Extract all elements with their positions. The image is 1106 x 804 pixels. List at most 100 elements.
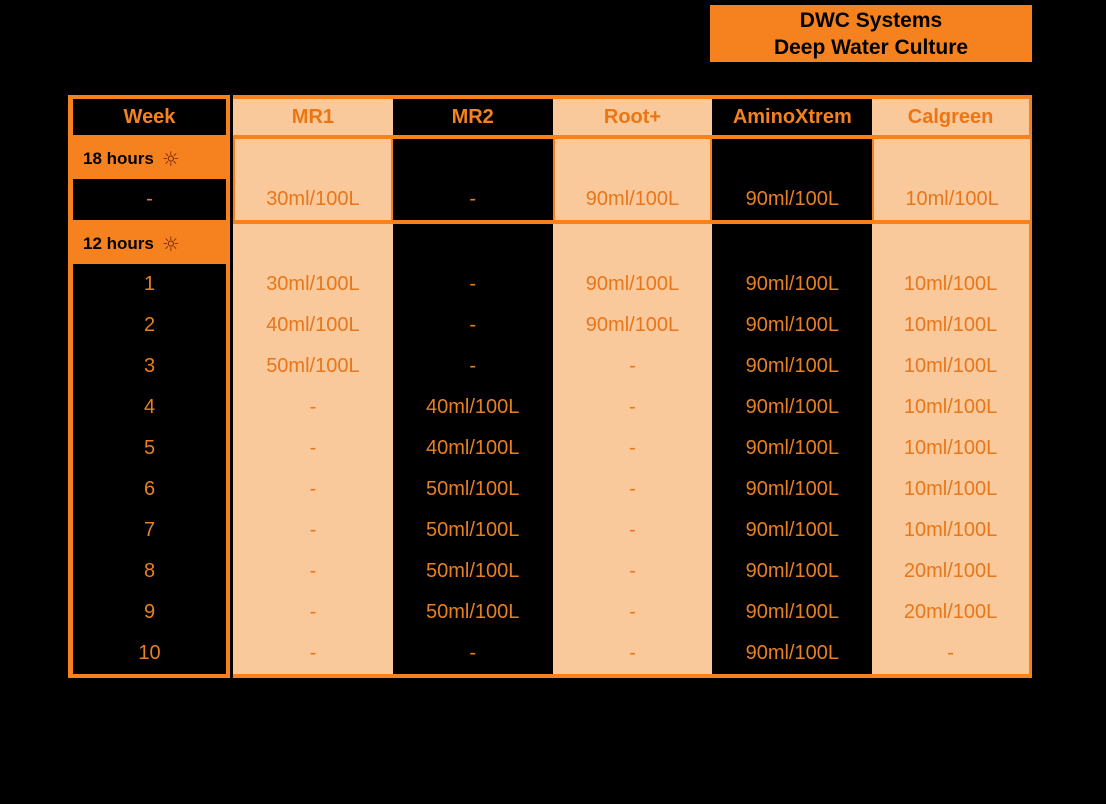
value-cell: - — [233, 469, 393, 510]
section-spacer-cell — [392, 224, 553, 264]
value-cell: 90ml/100L — [712, 551, 873, 592]
sun-icon: ☼ — [161, 232, 180, 256]
value-cell: - — [552, 346, 713, 387]
week-number-cell: 7 — [143, 519, 156, 541]
week-number-cell: 4 — [143, 396, 156, 418]
light-cycle-label-text: 12 hours — [83, 234, 154, 253]
light-cycle-label: 18 hours ☼ — [73, 139, 226, 179]
column-header-calgreen: Calgreen — [872, 99, 1032, 135]
title-box: DWC Systems Deep Water Culture — [710, 5, 1032, 62]
value-cell: 10ml/100L — [872, 387, 1032, 428]
column-header-mr1: MR1 — [233, 99, 393, 135]
section-spacer-cell — [233, 139, 393, 179]
grid-bottom-border — [233, 674, 1032, 678]
week-column-header: Week — [123, 105, 176, 128]
value-cell: - — [233, 387, 393, 428]
week-number-cell: 3 — [143, 355, 156, 377]
value-cell: 50ml/100L — [233, 346, 393, 387]
section-spacer-cell — [872, 224, 1032, 264]
value-cell: 50ml/100L — [392, 469, 553, 510]
section-spacer-cell — [552, 139, 713, 179]
week-number-cell: 8 — [143, 560, 156, 582]
value-cell: 90ml/100L — [712, 305, 873, 346]
value-cell: - — [552, 510, 713, 551]
value-cell: 10ml/100L — [872, 305, 1032, 346]
week-number-cell: 5 — [143, 437, 156, 459]
value-cell: 90ml/100L — [712, 387, 873, 428]
value-cell: - — [233, 510, 393, 551]
value-cell: - — [392, 179, 553, 220]
value-cell: 90ml/100L — [712, 179, 873, 220]
week-column: Week 18 hours ☼ -12 hours ☼ 1 2 3 4 5 6 7 8 9 10 — [68, 95, 230, 678]
value-cell: 30ml/100L — [233, 179, 393, 220]
column-header-root: Root+ — [552, 99, 713, 135]
value-cell: - — [552, 428, 713, 469]
value-cell: - — [392, 264, 553, 305]
value-cell: 90ml/100L — [552, 305, 713, 346]
value-cell: 40ml/100L — [392, 387, 553, 428]
value-cell: 90ml/100L — [712, 469, 873, 510]
section-spacer-cell — [392, 139, 553, 179]
value-cell: - — [552, 469, 713, 510]
value-cell: - — [872, 633, 1032, 674]
value-cell: 90ml/100L — [552, 264, 713, 305]
value-cell: 10ml/100L — [872, 469, 1032, 510]
grid-header-border — [233, 135, 1032, 139]
title-line1: DWC Systems — [799, 8, 943, 32]
value-cell: 10ml/100L — [872, 428, 1032, 469]
value-cell: 10ml/100L — [872, 179, 1032, 220]
column-header-mr2: MR2 — [392, 99, 553, 135]
value-cell: - — [552, 592, 713, 633]
column-header-aminoxtrem: AminoXtrem — [712, 99, 873, 135]
value-cell: 90ml/100L — [712, 264, 873, 305]
value-cell: 90ml/100L — [712, 428, 873, 469]
week-number-cell: 6 — [143, 478, 156, 500]
section-spacer-cell — [552, 224, 713, 264]
week-number-cell: 9 — [143, 601, 156, 623]
section-spacer-cell — [712, 224, 873, 264]
value-cell: 10ml/100L — [872, 510, 1032, 551]
week-number-cell: 10 — [138, 642, 161, 664]
value-cell: 50ml/100L — [392, 551, 553, 592]
week-number-cell: - — [146, 188, 153, 210]
grid-top-border — [233, 95, 1032, 99]
grid-section-border — [233, 220, 1032, 224]
week-number-cell: 2 — [143, 314, 156, 336]
value-cell: 90ml/100L — [712, 592, 873, 633]
section-spacer-cell — [872, 139, 1032, 179]
value-cell: 40ml/100L — [233, 305, 393, 346]
value-cell: 10ml/100L — [872, 264, 1032, 305]
title-line2: Deep Water Culture — [773, 35, 969, 59]
value-cell: - — [392, 305, 553, 346]
value-cell: 40ml/100L — [392, 428, 553, 469]
value-cell: - — [233, 428, 393, 469]
value-cell: 90ml/100L — [712, 633, 873, 674]
value-cell: - — [233, 551, 393, 592]
week-column-divider — [73, 135, 226, 139]
value-cell: - — [392, 633, 553, 674]
light-cycle-label-text: 18 hours — [83, 149, 154, 168]
section-spacer-cell — [233, 224, 393, 264]
light-cycle-label: 12 hours ☼ — [73, 224, 226, 264]
value-cell: 20ml/100L — [872, 592, 1032, 633]
value-cell: - — [233, 633, 393, 674]
value-cell: 10ml/100L — [872, 346, 1032, 387]
value-cell: 90ml/100L — [552, 179, 713, 220]
value-cell: - — [233, 592, 393, 633]
value-cell: - — [552, 387, 713, 428]
section-spacer-cell — [712, 139, 873, 179]
week-number-cell: 1 — [143, 273, 156, 295]
sun-icon: ☼ — [161, 147, 180, 171]
value-cell: - — [392, 346, 553, 387]
value-cell: 90ml/100L — [712, 346, 873, 387]
week-column-section-divider — [73, 220, 226, 224]
value-cell: 90ml/100L — [712, 510, 873, 551]
value-cell: 20ml/100L — [872, 551, 1032, 592]
value-cell: - — [552, 633, 713, 674]
value-cell: 50ml/100L — [392, 592, 553, 633]
value-cell: - — [552, 551, 713, 592]
schedule-grid: MR1 MR2 Root+ AminoXtrem Calgreen 30ml/100L -9… — [233, 95, 1032, 678]
value-cell: 50ml/100L — [392, 510, 553, 551]
value-cell: 30ml/100L — [233, 264, 393, 305]
